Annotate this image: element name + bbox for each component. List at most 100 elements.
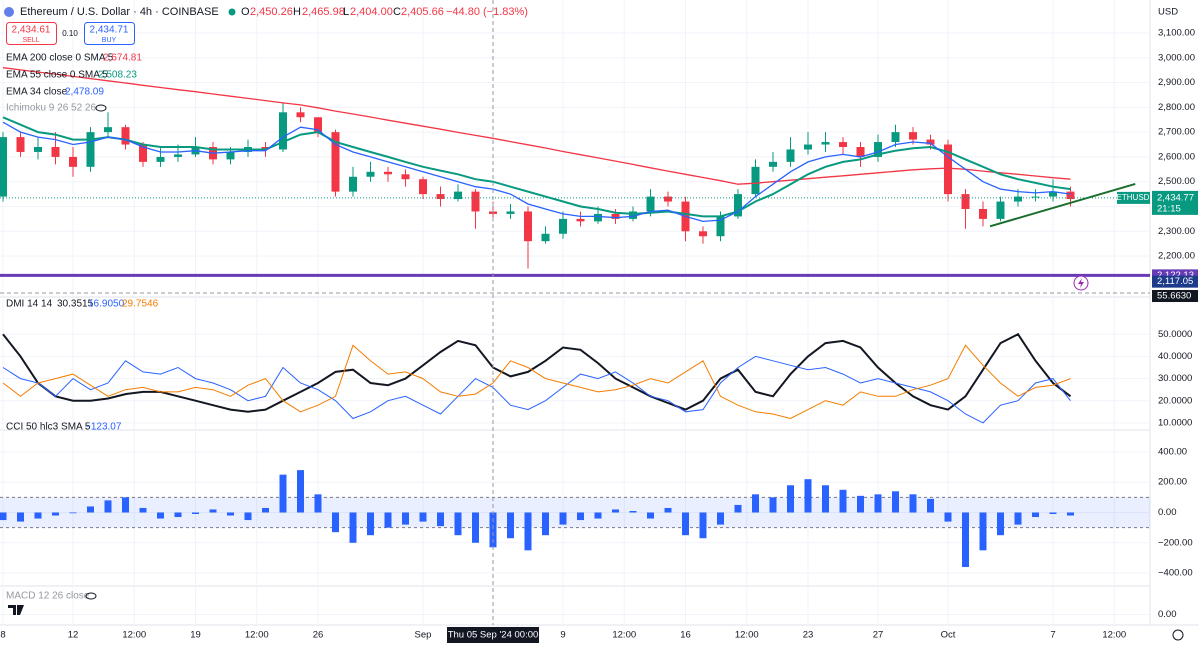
bar xyxy=(787,485,794,513)
candle-body xyxy=(121,127,130,145)
sell-label: SELL xyxy=(22,37,39,44)
bar xyxy=(1032,512,1039,518)
indicator-name: EMA 34 close xyxy=(6,87,68,98)
indicator-line xyxy=(2,121,1071,223)
y-tick-label: 3,000.00 xyxy=(1158,52,1195,63)
bar xyxy=(34,512,42,519)
bar xyxy=(227,512,234,516)
y-tick-label: 2,900.00 xyxy=(1158,77,1195,88)
bar xyxy=(874,494,882,513)
buy-button[interactable] xyxy=(84,22,135,45)
bar xyxy=(87,506,94,513)
indicator-line xyxy=(2,332,1072,413)
candle-body xyxy=(576,218,585,222)
buy-label: BUY xyxy=(102,37,117,44)
bar xyxy=(262,507,269,513)
indicator-name: Ichimoku 9 26 52 26 xyxy=(6,103,96,114)
bar xyxy=(507,512,514,539)
bar xyxy=(1049,512,1057,515)
bar xyxy=(104,500,112,513)
candle-body xyxy=(401,174,410,180)
candle-body xyxy=(69,156,77,167)
candle-body xyxy=(419,179,427,195)
indicator-value: 2,674.81 xyxy=(103,53,142,64)
candle-body xyxy=(559,218,567,234)
last-price-label: 2,434.77 xyxy=(1157,192,1194,203)
crosshair-time-tag xyxy=(447,627,539,643)
candle-body xyxy=(716,216,725,237)
candle-body xyxy=(86,132,95,167)
candle-body xyxy=(279,112,287,150)
bar xyxy=(577,512,584,521)
bar xyxy=(157,512,164,519)
bar xyxy=(542,512,549,536)
x-tick-label: Sep xyxy=(415,630,432,641)
y-tick-label: 2,800.00 xyxy=(1158,102,1195,113)
candle-body xyxy=(996,201,1005,219)
candle-body xyxy=(874,142,882,157)
last-price-tag xyxy=(1152,190,1198,215)
y-tick-label: 0.00 xyxy=(1158,609,1177,620)
candle-body xyxy=(699,231,707,237)
x-tick-label: 26 xyxy=(313,630,324,641)
bar xyxy=(822,485,829,513)
y-tick-label: 0.00 xyxy=(1158,507,1177,518)
x-tick-label: 9 xyxy=(560,630,565,641)
indicator-value: 30.3515 xyxy=(57,299,94,310)
hidden-icon[interactable] xyxy=(85,592,97,600)
overlay: Ethereum / U.S. Dollar · 4h · COINBASE O… xyxy=(0,6,1198,641)
x-tick-label: 12 xyxy=(68,630,79,641)
logo xyxy=(8,605,24,615)
indicator-value: 2,508.23 xyxy=(98,70,137,81)
candle-body xyxy=(629,211,637,219)
y-tick-label: 40.0000 xyxy=(1158,351,1192,362)
indicator-name: EMA 200 close 0 SMA 5 xyxy=(6,53,114,64)
ohlc-value: 2,404.00 xyxy=(350,6,393,18)
y-tick-label: 2,600.00 xyxy=(1158,151,1195,162)
bar xyxy=(367,512,374,536)
ohlc-key: L xyxy=(343,6,349,18)
y-tick-label: 20.0000 xyxy=(1158,395,1192,406)
symbol-tag-label: ETHUSD xyxy=(1117,193,1150,202)
x-tick-label: 12:00 xyxy=(245,630,269,641)
candle-body xyxy=(1031,196,1040,198)
ohlc-key: H xyxy=(293,6,301,18)
ohlc-value: 2,450.26 xyxy=(250,6,293,18)
y-tick-label: 2,500.00 xyxy=(1158,176,1195,187)
hidden-icon[interactable] xyxy=(95,104,107,112)
sell-button[interactable] xyxy=(6,22,57,45)
indicator-value: −123.07 xyxy=(85,422,122,433)
x-tick-label: 7 xyxy=(1050,630,1055,641)
candle-body xyxy=(856,147,865,157)
indicator-line xyxy=(2,355,1071,424)
candle-body xyxy=(34,147,42,152)
sell-price: 2,434.61 xyxy=(12,25,51,36)
settings-icon[interactable] xyxy=(1172,629,1184,641)
candle-body xyxy=(594,213,602,222)
band-fill xyxy=(0,497,1150,528)
bar xyxy=(734,504,742,513)
bar xyxy=(857,495,864,513)
bar xyxy=(122,497,129,513)
x-tick-label: 19 xyxy=(190,630,201,641)
candle-body xyxy=(139,144,147,162)
y-tick-label: 10.0000 xyxy=(1158,417,1192,428)
bar xyxy=(402,512,409,525)
candle-body xyxy=(16,137,25,152)
bar xyxy=(752,494,759,513)
bar xyxy=(647,512,654,519)
bar xyxy=(244,512,252,521)
y-tick-label: 2,700.00 xyxy=(1158,127,1195,138)
candle-body xyxy=(384,171,392,175)
price-change: −44.80 (−1.83%) xyxy=(446,6,528,18)
candle-body xyxy=(506,211,515,214)
bar xyxy=(384,512,392,528)
candle-body xyxy=(944,144,952,195)
bar xyxy=(927,498,934,513)
candle-body xyxy=(979,208,987,219)
y-tick-label: −400.00 xyxy=(1158,568,1193,579)
candle-body xyxy=(1014,196,1022,202)
bar xyxy=(489,512,497,548)
bar xyxy=(69,512,77,514)
